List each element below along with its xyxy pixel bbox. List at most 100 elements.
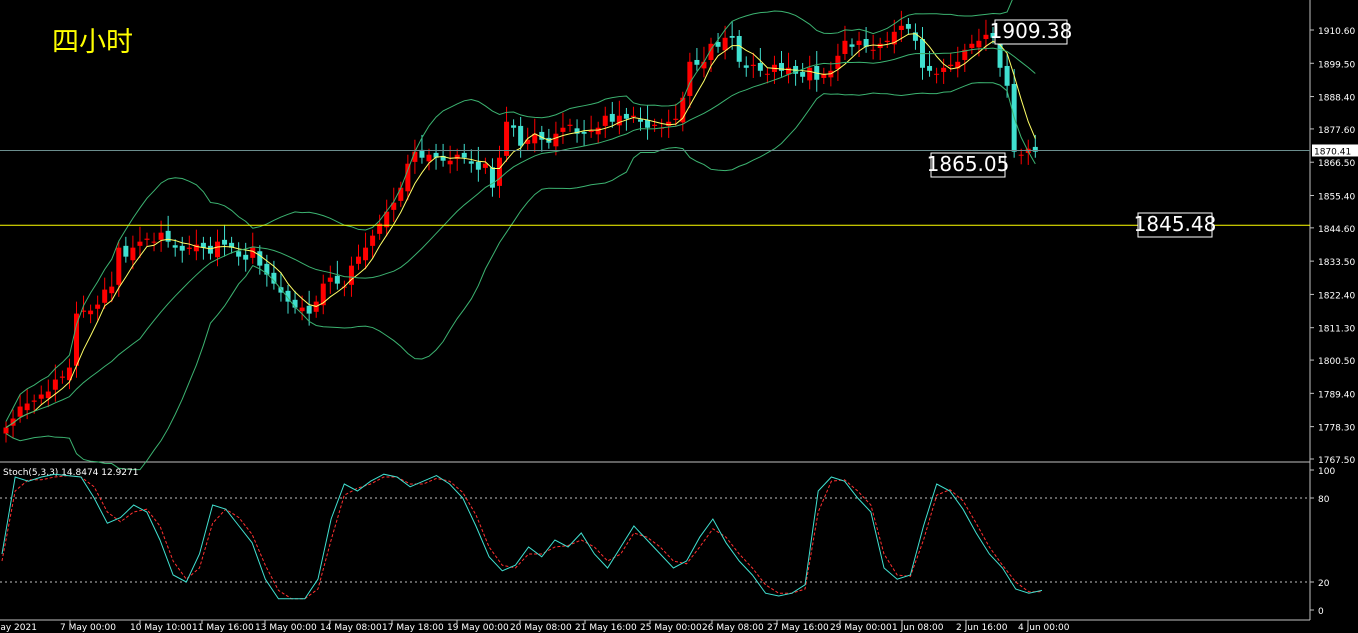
candle-body [45, 391, 51, 399]
candle-body [884, 40, 890, 42]
candle-body [102, 289, 108, 303]
level-annotation-box [1137, 212, 1213, 238]
candle-body [1032, 146, 1038, 152]
candle-body [3, 427, 9, 434]
candle-body [779, 62, 784, 71]
candle-body [990, 32, 996, 38]
candle-body [567, 124, 573, 126]
candle-body [292, 299, 298, 308]
candle-body [327, 277, 333, 282]
bollinger-upper [5, 0, 1013, 422]
candle-body [193, 244, 199, 252]
candle-body [553, 133, 559, 147]
candle-body [511, 125, 517, 128]
candle-body [870, 49, 876, 51]
candle-body [123, 245, 129, 257]
candle-body [948, 64, 954, 66]
candle-body [482, 163, 488, 168]
candle-body [412, 151, 418, 162]
candle-body [645, 119, 651, 128]
y-tick-label: 1899.50 [1318, 60, 1355, 70]
stoch-y-tick-label: 80 [1318, 495, 1330, 505]
candle-body [602, 115, 608, 126]
stoch-y-tick-label: 20 [1318, 579, 1330, 589]
x-tick-label: 29 May 00:00 [830, 623, 892, 633]
high-annotation-label: 1909.38 [990, 19, 1073, 43]
candle-body [243, 254, 249, 260]
candle-body [694, 59, 700, 65]
candle-body [609, 113, 615, 122]
y-tick-label: 1811.30 [1318, 325, 1355, 335]
candle-body [842, 40, 848, 54]
candle-body [574, 128, 580, 134]
candle-body [130, 247, 136, 261]
candle-body [969, 43, 975, 48]
candle-body [419, 149, 425, 158]
candle-body [708, 43, 714, 60]
y-tick-label: 1888.40 [1318, 94, 1355, 104]
candle-body [581, 131, 587, 134]
candle-body [236, 251, 242, 257]
y-tick-label: 1844.60 [1318, 225, 1355, 235]
candle-body [74, 313, 79, 366]
candle-body [468, 161, 474, 164]
candle-body [59, 376, 65, 378]
low-annotation-box [930, 152, 1006, 178]
candle-body [638, 119, 643, 122]
y-tick-label: 1866.50 [1318, 159, 1355, 169]
candle-body [405, 163, 411, 192]
candle-body [525, 139, 531, 144]
level-annotation-label: 1845.48 [1134, 212, 1217, 236]
candle-body [10, 418, 16, 426]
moving-average-line [5, 33, 1036, 428]
candle-body [722, 37, 728, 51]
candle-body [151, 241, 157, 243]
candle-body [807, 67, 813, 81]
candle-body [250, 247, 256, 258]
candle-body [24, 403, 30, 411]
candle-body [891, 31, 897, 45]
x-tick-label: 19 May 00:00 [447, 623, 509, 633]
candle-body [257, 251, 263, 266]
x-tick-label: 10 May 10:00 [130, 623, 192, 633]
stoch-signal-line [1, 475, 1042, 600]
y-tick-label: 1877.60 [1318, 126, 1355, 136]
candle-body [497, 157, 502, 186]
candle-body [489, 167, 495, 188]
candle-body [504, 121, 510, 156]
candle-body [736, 35, 742, 62]
candle-body [370, 235, 376, 246]
candle-body [715, 41, 721, 47]
candle-body [88, 310, 94, 315]
candle-body [172, 245, 178, 248]
bollinger-middle [5, 47, 1036, 428]
x-tick-label: 13 May 00:00 [255, 623, 317, 633]
x-tick-label: 6 May 2021 [0, 623, 37, 633]
x-tick-label: 11 May 16:00 [192, 623, 254, 633]
candle-body [356, 256, 361, 264]
current-price-tag [1312, 144, 1358, 157]
candle-body [433, 152, 439, 158]
candle-body [461, 152, 467, 158]
candle-body [701, 61, 707, 69]
candle-body [800, 71, 806, 77]
candle-body [849, 44, 855, 47]
candle-body [863, 38, 869, 47]
candle-body [666, 121, 672, 126]
candle-body [306, 305, 312, 314]
candle-body [384, 211, 390, 228]
x-tick-label: 27 May 16:00 [767, 623, 829, 633]
candle-body [278, 287, 284, 293]
candle-body [179, 245, 185, 251]
candle-body [757, 62, 763, 71]
candle-body [109, 286, 115, 294]
candle-body [912, 32, 918, 41]
candle-body [200, 242, 206, 248]
candle-body [222, 239, 228, 245]
candle-body [764, 73, 770, 75]
stoch-indicator-label: Stoch(5,3,3) 14.8474 12.9271 [3, 468, 138, 478]
candle-body [440, 155, 446, 161]
current-price-label: 1870.41 [1314, 147, 1351, 157]
candle-body [750, 64, 756, 66]
candle-body [52, 379, 58, 390]
